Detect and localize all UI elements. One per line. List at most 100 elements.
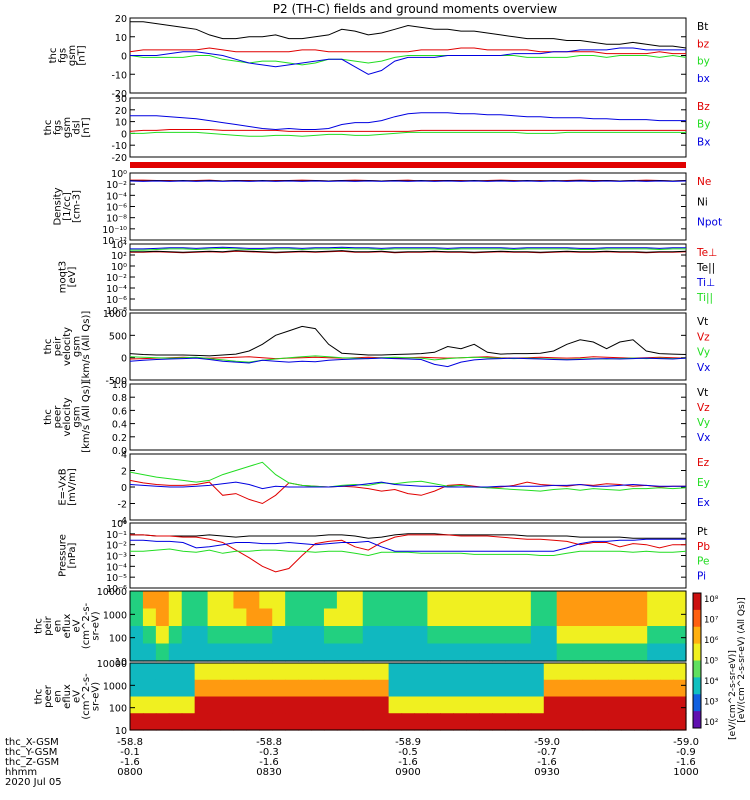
spectrogram-cell [504, 696, 519, 714]
spectrogram-cell [660, 713, 674, 731]
spectrogram-cell [466, 696, 480, 714]
y-tick-label: 4 [121, 450, 127, 461]
spectrogram-cell [272, 626, 286, 645]
spectrogram-cell [595, 713, 610, 731]
spectrogram-cell [375, 608, 390, 627]
spectrogram-cell [130, 696, 144, 714]
spectrogram-cell [634, 696, 648, 714]
spectrogram-cell [323, 696, 338, 714]
spectrogram-cell [375, 696, 390, 714]
spectrogram-cell [569, 679, 584, 698]
panel-frame [129, 453, 687, 521]
spectrogram-cell [569, 608, 584, 627]
series-red-line [129, 47, 686, 55]
series-red-line [129, 129, 686, 132]
spectrogram-cell [517, 608, 532, 627]
spectrogram-cell [168, 679, 183, 698]
spectrogram-cell [233, 663, 247, 681]
spectrogram-cell [181, 591, 196, 610]
spectrogram-cell [401, 663, 416, 681]
spectrogram-cell [311, 663, 325, 681]
spectrogram-cell [311, 591, 325, 610]
y-tick-label: -10 [111, 70, 127, 81]
spectrogram-cell [543, 713, 558, 731]
colorbar-tick-label: 10⁷ [704, 616, 719, 626]
y-axis-label: [1/cc] [62, 192, 73, 221]
series-blue-line [130, 112, 686, 131]
spectrogram-cell [155, 626, 170, 645]
spectrogram-cell [194, 663, 209, 681]
legend-red: bz [697, 38, 710, 50]
spectrogram-cell [647, 679, 661, 698]
spectrogram-cell [181, 663, 196, 681]
spectrogram-cell [233, 643, 247, 662]
x-tick-xgsm: -59.0 [534, 737, 560, 748]
spectrogram-cell [181, 696, 196, 714]
series-green-line [130, 548, 687, 557]
spectrogram-cell [298, 679, 312, 698]
spectrogram-cell [130, 713, 144, 731]
spectrogram-cell [414, 679, 428, 698]
spectrogram-cell [194, 591, 209, 610]
spectrogram-cell [285, 608, 299, 627]
spectrogram-cell [556, 591, 571, 610]
spectrogram-cell [336, 663, 351, 681]
spectrogram-cell [569, 713, 584, 731]
y-tick-label: 10⁻² [106, 180, 127, 191]
y-tick-label: 10⁰ [111, 262, 127, 273]
spectrogram-cell [207, 643, 222, 662]
spectrogram-cell [466, 679, 480, 698]
spectrogram-cell [220, 608, 235, 627]
spectrogram-cell [375, 626, 390, 645]
y-axis-label: thc [48, 48, 59, 64]
panel-peer-velocity [129, 383, 687, 451]
spectrogram-cell [375, 591, 390, 610]
y-axis-label: gsm [62, 117, 73, 138]
spectrogram-cell [466, 663, 480, 681]
spectrogram-cell [130, 663, 144, 681]
y-axis-label: [cm-3] [72, 190, 83, 223]
spectrogram-cell [530, 591, 545, 610]
x-tick-ygsm: -0.9 [676, 747, 696, 758]
series-blue-line [130, 538, 686, 552]
x-tick-ygsm: -0.5 [398, 747, 418, 758]
series-blue-line [129, 481, 686, 490]
spectrogram-cell [543, 679, 558, 698]
spectrogram-cell [414, 713, 428, 731]
legend-blue: Vx [697, 362, 710, 374]
spectrogram-cell [543, 696, 558, 714]
x-tick-zgsm: -1.6 [537, 757, 557, 768]
spectrogram-cell [298, 591, 312, 610]
spectrogram-cell [440, 663, 454, 681]
spectrogram-cell [543, 643, 558, 662]
spectrogram-cell [569, 696, 584, 714]
spectrogram-cell [272, 608, 286, 627]
spectrogram-cell [673, 713, 687, 731]
spectrogram-cell [530, 643, 545, 662]
spectrogram-cell [168, 713, 183, 731]
y-tick-label: 20 [115, 106, 127, 117]
y-tick-label: 0 [121, 52, 127, 63]
panel-temperature [129, 243, 687, 311]
legend-red: Te⊥ [696, 247, 717, 259]
colorbar-tick-label: 10³ [704, 698, 718, 708]
spectrogram-cell [453, 713, 467, 731]
y-axis-label: [km/s (All Qs)] [81, 311, 92, 383]
y-axis-label: peir [43, 615, 54, 635]
spectrogram-cell [492, 626, 506, 645]
legend-black: Pt [697, 526, 707, 538]
y-axis-label: moqt3 [57, 261, 68, 294]
spectrogram-cell [414, 608, 428, 627]
spectrogram-cell [647, 713, 661, 731]
spectrogram-cell [311, 643, 325, 662]
spectrogram-cell [401, 643, 416, 662]
y-axis-label: fgs [57, 48, 68, 63]
spectrogram-cell [634, 643, 648, 662]
spectrogram-cell [569, 663, 584, 681]
spectrogram-cell [349, 608, 364, 627]
y-tick-label: 10⁻¹² [102, 236, 127, 247]
panel-frame [129, 312, 687, 381]
series-green-line [129, 54, 687, 66]
spectrogram-cell [323, 608, 338, 627]
colorbar-label: [eV/(cm^2-s-sr-eV)] [728, 650, 738, 740]
